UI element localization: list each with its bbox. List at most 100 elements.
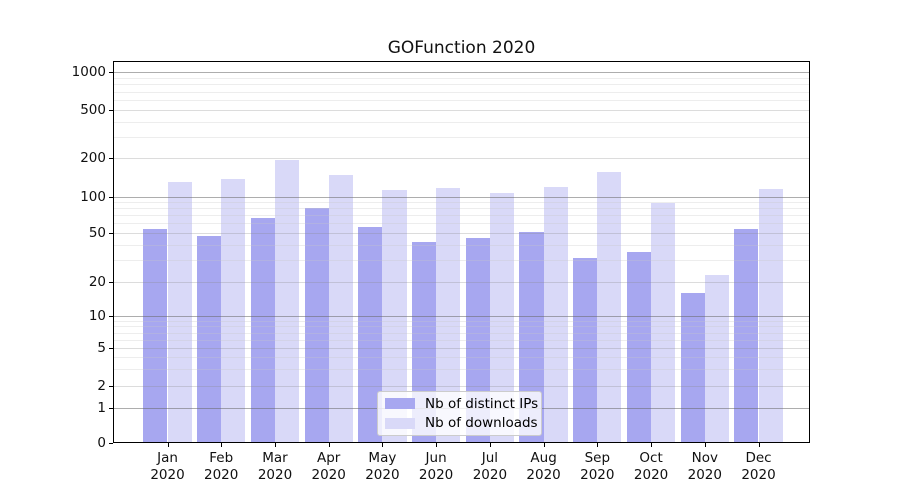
gridline-1000 xyxy=(113,72,810,74)
gridline-50 xyxy=(113,232,810,234)
x-tick-label-jun: Jun 2020 xyxy=(408,450,464,484)
y-tick-mark-5 xyxy=(109,348,113,349)
x-tick-label-feb: Feb 2020 xyxy=(193,450,249,484)
gridline-minor-900 xyxy=(113,78,810,79)
gridline-minor-80 xyxy=(113,208,810,210)
x-tick-year-may: 2020 xyxy=(365,467,400,483)
y-tick-label-1000: 1000 xyxy=(71,64,106,81)
gridline-minor-700 xyxy=(113,91,810,93)
plot-area xyxy=(113,61,810,443)
bar-downloads-mar xyxy=(275,159,300,443)
x-tick-year-jan: 2020 xyxy=(150,467,185,483)
bar-downloads-apr xyxy=(328,175,353,443)
x-tick-year-feb: 2020 xyxy=(204,467,239,483)
y-tick-label-0: 0 xyxy=(97,435,106,451)
x-tick-month-jan: Jan xyxy=(157,450,178,466)
x-tick-label-aug: Aug 2020 xyxy=(516,450,572,484)
bar-distinct-ips-dec xyxy=(734,228,759,443)
y-tick-label-100: 100 xyxy=(80,188,106,205)
gridline-minor-9 xyxy=(113,320,810,322)
legend-label-distinct-ips: Nb of distinct IPs xyxy=(425,395,539,412)
gridline-100 xyxy=(113,196,810,198)
y-tick-mark-1 xyxy=(109,408,113,410)
x-tick-mark-jan xyxy=(167,443,169,447)
x-tick-mark-dec xyxy=(758,443,760,447)
legend-swatch-downloads xyxy=(385,417,415,429)
y-tick-mark-100 xyxy=(109,196,113,198)
x-tick-year-mar: 2020 xyxy=(257,467,293,483)
x-tick-mark-apr xyxy=(328,443,330,447)
x-tick-year-oct: 2020 xyxy=(633,467,669,483)
y-tick-label-1: 1 xyxy=(97,400,106,417)
x-tick-month-feb: Feb xyxy=(209,450,234,466)
y-tick-mark-50 xyxy=(109,232,113,234)
x-tick-mark-jul xyxy=(489,443,491,447)
bar-distinct-ips-jan xyxy=(143,228,168,443)
x-tick-mark-oct xyxy=(651,443,653,447)
x-tick-month-aug: Aug xyxy=(530,450,557,466)
x-tick-label-sep: Sep 2020 xyxy=(569,450,625,484)
gridline-minor-70 xyxy=(113,215,810,217)
gridline-minor-6 xyxy=(113,339,810,341)
gridline-20 xyxy=(113,282,810,283)
y-tick-mark-0 xyxy=(109,443,113,444)
bar-downloads-oct xyxy=(651,203,676,443)
legend-swatch-distinct-ips xyxy=(385,398,415,410)
y-tick-label-500: 500 xyxy=(80,102,106,118)
x-tick-month-apr: Apr xyxy=(317,450,341,466)
x-tick-month-mar: Mar xyxy=(262,450,288,466)
x-tick-year-apr: 2020 xyxy=(311,467,346,483)
bar-downloads-sep xyxy=(597,172,622,443)
y-tick-mark-2 xyxy=(109,386,113,387)
gridline-minor-4 xyxy=(113,357,810,359)
x-tick-year-jun: 2020 xyxy=(418,467,454,483)
y-tick-label-5: 5 xyxy=(97,340,106,356)
x-tick-label-mar: Mar 2020 xyxy=(247,450,303,484)
x-tick-label-may: May 2020 xyxy=(354,450,410,484)
gridline-minor-400 xyxy=(113,121,810,123)
x-tick-month-jul: Jul xyxy=(481,450,499,466)
gridline-minor-60 xyxy=(113,223,810,225)
x-tick-mark-aug xyxy=(543,443,545,447)
y-tick-mark-200 xyxy=(109,158,113,160)
bar-distinct-ips-nov xyxy=(680,292,705,443)
x-tick-label-oct: Oct 2020 xyxy=(623,450,679,484)
x-tick-mark-nov xyxy=(704,443,706,447)
bar-distinct-ips-mar xyxy=(250,217,275,443)
x-tick-year-jul: 2020 xyxy=(472,467,508,483)
gridline-500 xyxy=(113,110,810,111)
gridline-5 xyxy=(113,348,810,349)
x-tick-label-dec: Dec 2020 xyxy=(731,450,787,484)
y-tick-mark-1000 xyxy=(109,72,113,74)
legend-item-distinct-ips: Nb of distinct IPs xyxy=(385,396,541,412)
bar-distinct-ips-oct xyxy=(626,251,652,443)
x-tick-label-nov: Nov 2020 xyxy=(677,450,733,484)
x-tick-month-oct: Oct xyxy=(639,450,663,466)
legend-label-downloads: Nb of downloads xyxy=(425,415,538,432)
y-tick-label-10: 10 xyxy=(88,308,106,324)
x-tick-year-nov: 2020 xyxy=(687,467,722,483)
gridline-minor-8 xyxy=(113,326,810,328)
gridline-200 xyxy=(113,158,810,160)
x-tick-mark-mar xyxy=(275,443,276,447)
x-tick-mark-sep xyxy=(597,443,599,447)
gridline-minor-40 xyxy=(113,244,810,246)
x-tick-label-apr: Apr 2020 xyxy=(301,450,357,484)
gridline-2 xyxy=(113,386,810,387)
x-tick-month-dec: Dec xyxy=(745,450,772,466)
gridline-minor-7 xyxy=(113,332,810,334)
y-tick-label-20: 20 xyxy=(88,274,106,290)
x-tick-label-jan: Jan 2020 xyxy=(140,450,196,484)
chart-title: GOFunction 2020 xyxy=(387,38,536,58)
legend: Nb of distinct IPs Nb of downloads xyxy=(377,391,542,436)
bar-downloads-feb xyxy=(221,179,246,443)
y-tick-label-200: 200 xyxy=(80,150,106,167)
y-tick-label-2: 2 xyxy=(97,378,106,394)
bar-downloads-jan xyxy=(167,182,192,443)
y-tick-mark-20 xyxy=(109,282,113,283)
x-tick-month-sep: Sep xyxy=(584,450,611,466)
bar-downloads-aug xyxy=(543,186,568,443)
gridline-minor-90 xyxy=(113,202,810,204)
gridline-minor-300 xyxy=(113,136,810,138)
